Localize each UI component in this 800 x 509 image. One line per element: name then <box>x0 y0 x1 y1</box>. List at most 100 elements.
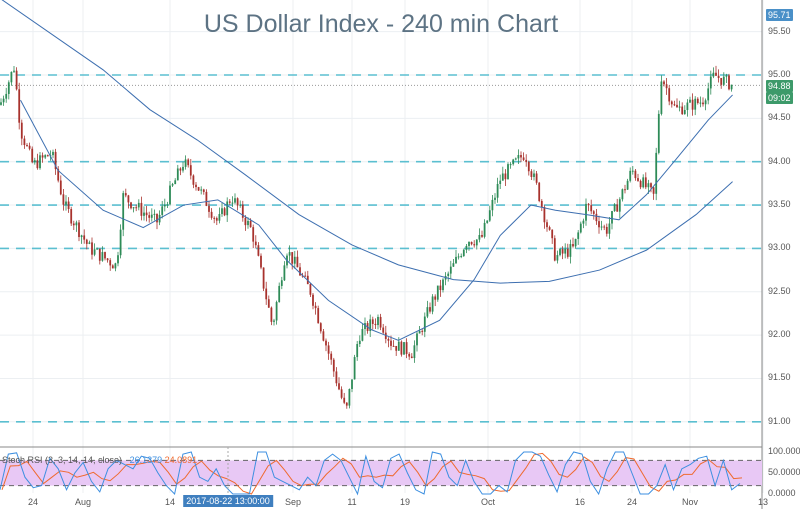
candle <box>665 84 668 89</box>
candle <box>270 307 273 322</box>
stoch-k-line <box>0 451 741 496</box>
candle <box>171 184 174 186</box>
candle <box>613 204 616 212</box>
candle <box>561 249 564 254</box>
candle <box>257 245 260 256</box>
candle <box>161 206 164 215</box>
candle <box>598 221 600 228</box>
candle <box>616 204 619 212</box>
candle <box>377 316 379 326</box>
candle <box>527 162 530 172</box>
candle <box>660 81 663 114</box>
candle <box>244 217 247 226</box>
candle <box>262 267 265 289</box>
candle <box>241 204 244 218</box>
candle <box>5 93 8 99</box>
candle <box>343 397 346 403</box>
candle <box>517 155 520 159</box>
candle <box>595 213 598 222</box>
candle <box>184 159 187 167</box>
candle <box>673 104 676 106</box>
candle <box>447 273 450 276</box>
candle <box>174 180 177 185</box>
candle <box>629 170 632 181</box>
candle <box>153 213 156 215</box>
candle <box>382 327 385 333</box>
stoch-legend: Stoch RSI (3, 3, 14, 14, close) 26.1379 … <box>2 455 197 465</box>
candle <box>473 244 476 246</box>
candle <box>39 155 41 169</box>
moving-average-line-1 <box>20 94 733 341</box>
candle <box>642 177 645 188</box>
candle <box>717 75 720 78</box>
candle <box>231 202 234 204</box>
candle <box>413 345 416 359</box>
candle <box>657 113 660 153</box>
candle <box>436 285 439 300</box>
candle <box>405 342 408 354</box>
candle <box>379 316 382 328</box>
candle <box>663 81 665 85</box>
candle <box>678 106 681 108</box>
candle <box>631 170 634 172</box>
candle <box>452 263 455 267</box>
candle <box>10 71 13 83</box>
candle <box>15 70 18 90</box>
candle <box>348 389 351 406</box>
candle <box>330 353 333 360</box>
candle <box>543 206 546 223</box>
candle <box>579 223 582 233</box>
candle <box>176 168 179 181</box>
price-axis-label: 91.00 <box>768 415 791 426</box>
candle <box>150 214 153 218</box>
candle <box>65 201 67 205</box>
time-axis-label: 24 <box>27 497 39 507</box>
candle <box>611 211 613 224</box>
candle <box>223 208 226 216</box>
stoch-axis-label: 50.0000 <box>768 467 800 477</box>
stoch-d-line <box>1 452 743 495</box>
stoch-axis-label: 0.0000 <box>768 488 796 498</box>
candle <box>322 331 325 341</box>
candle <box>124 193 127 196</box>
candle <box>239 204 242 206</box>
candle <box>548 227 551 230</box>
candle <box>210 211 213 218</box>
candle <box>187 159 190 166</box>
candle <box>72 223 75 226</box>
candle <box>535 173 538 183</box>
candle <box>104 252 106 259</box>
candle <box>132 207 135 209</box>
candle <box>618 199 621 212</box>
candle <box>699 102 702 104</box>
candle <box>421 330 424 332</box>
candle <box>130 202 132 209</box>
candle <box>192 175 195 185</box>
candle <box>33 160 36 163</box>
candle <box>728 75 730 90</box>
candle <box>652 187 655 194</box>
candle <box>470 241 473 245</box>
candle <box>119 229 122 256</box>
candle <box>179 168 182 171</box>
candle <box>634 170 637 179</box>
candle <box>327 345 330 354</box>
candle <box>249 220 252 228</box>
candle <box>98 248 101 261</box>
candle <box>468 241 470 246</box>
candle <box>265 288 268 300</box>
candle <box>429 307 431 312</box>
candle <box>197 187 200 191</box>
candle <box>577 232 580 239</box>
candle <box>475 239 478 246</box>
candle <box>512 159 515 165</box>
candle <box>275 302 278 321</box>
candle <box>83 235 86 240</box>
candle <box>7 82 10 94</box>
candle <box>722 76 725 85</box>
candle <box>36 160 39 169</box>
stoch-k-value: 26.1379 <box>129 455 163 465</box>
candle <box>397 341 400 351</box>
candle <box>13 70 15 72</box>
